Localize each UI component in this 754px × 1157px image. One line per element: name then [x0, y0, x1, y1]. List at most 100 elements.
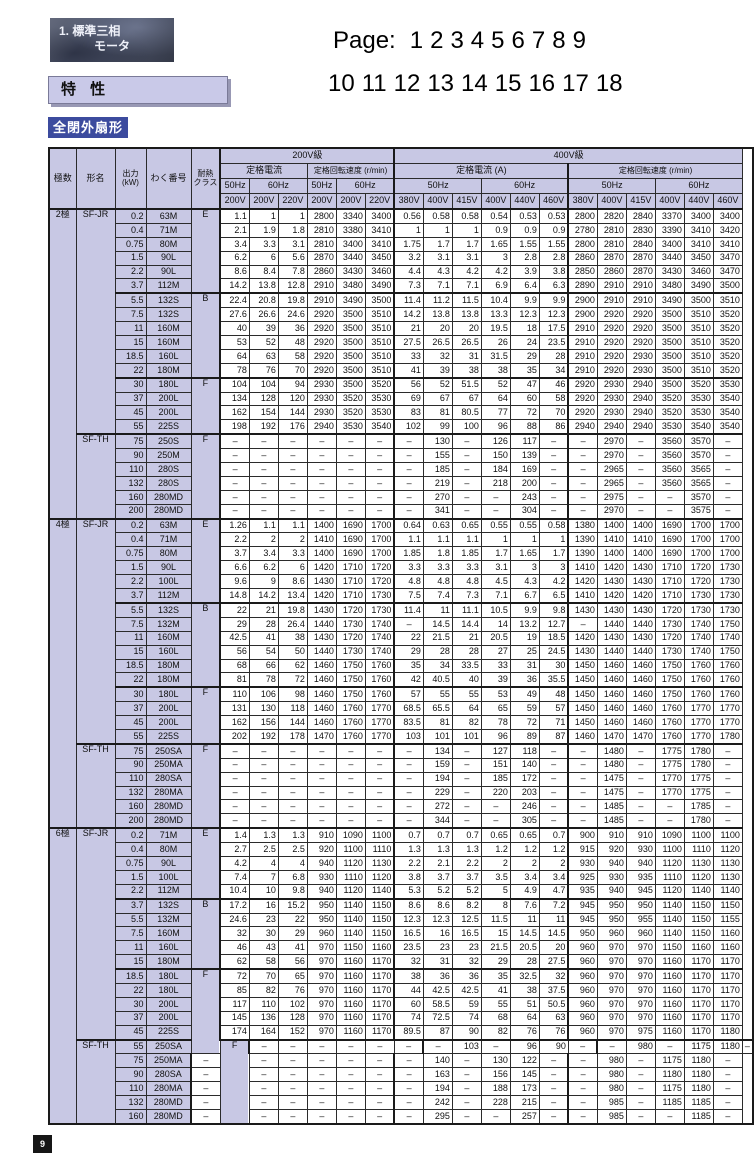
value-cell: 3530 — [712, 376, 743, 393]
header-cell: 200V級 — [219, 147, 395, 164]
output-cell: 3.7 — [114, 588, 147, 604]
page-link[interactable]: 9 — [572, 27, 586, 54]
value-cell: – — [248, 1108, 279, 1125]
value-cell: – — [364, 771, 395, 787]
page-link[interactable]: 2 — [430, 27, 444, 54]
page-link[interactable]: 3 — [450, 27, 464, 54]
value-cell: 10 — [248, 883, 279, 900]
value-cell: 1485 — [596, 799, 627, 815]
value-cell: – — [567, 503, 598, 520]
value-cell: – — [567, 475, 598, 491]
header-cell: 形名 — [75, 147, 116, 210]
value-cell: 1770 — [683, 728, 714, 745]
page-link[interactable]: 18 — [595, 70, 623, 97]
output-cell: 5.5 — [114, 912, 147, 928]
value-cell: 3500 — [335, 307, 366, 323]
value-cell: 16 — [422, 926, 453, 942]
value-cell: 3480 — [654, 278, 685, 294]
value-cell: 3.3 — [393, 560, 424, 576]
output-cell: 0.4 — [114, 222, 147, 238]
value-cell: 2920 — [567, 405, 598, 421]
value-cell: – — [364, 1053, 395, 1069]
page-link[interactable]: 1 — [409, 27, 424, 54]
value-cell: 1480 — [596, 742, 627, 759]
header-cell: 220V — [277, 193, 308, 210]
value-cell: – — [393, 489, 424, 505]
header-cell: 400V級 — [393, 147, 743, 164]
value-cell: – — [219, 433, 250, 450]
output-cell: 11 — [114, 630, 147, 646]
value-cell: 1140 — [683, 883, 714, 900]
value-cell: – — [625, 448, 656, 464]
value-cell: 1740 — [364, 616, 395, 632]
page-link[interactable]: 7 — [531, 27, 546, 54]
output-cell: 7.5 — [114, 616, 147, 632]
page-link[interactable]: 5 — [491, 27, 505, 54]
value-cell: 1120 — [683, 869, 714, 885]
model-cell: SF-JR — [75, 207, 116, 435]
page-link[interactable]: 12 — [393, 70, 421, 97]
value-cell: – — [277, 1053, 308, 1069]
page-link[interactable]: 4 — [470, 27, 485, 54]
value-cell: 34 — [538, 362, 569, 379]
value-cell: 935 — [567, 883, 598, 900]
value-cell: 58 — [538, 391, 569, 407]
value-cell: 21 — [451, 630, 482, 646]
table-row: 3.7 112M 14.2 13.8 12.8 2910 3480 3490 7.3 7.1 7.1… — [49, 278, 753, 294]
table-row: 18.5 160L 64 63 58 2920 3500 3510 33 32 31 31.5 29 28… — [49, 348, 753, 364]
value-cell: – — [625, 475, 656, 491]
value-cell: – — [335, 757, 366, 773]
value-cell: 126 — [480, 433, 511, 450]
page-link[interactable]: 16 — [528, 70, 556, 97]
value-cell: 11 — [509, 912, 540, 928]
page-link[interactable]: 15 — [494, 70, 522, 97]
value-cell: 1 — [509, 532, 540, 548]
page-link[interactable]: 11 — [361, 70, 387, 97]
value-cell: 3410 — [364, 222, 395, 238]
value-cell: 1730 — [335, 616, 366, 632]
page-link[interactable]: 6 — [511, 27, 525, 54]
page-link[interactable]: 8 — [552, 27, 566, 54]
page-link[interactable]: 13 — [427, 70, 455, 97]
value-cell: 950 — [625, 897, 656, 914]
value-cell: 57 — [538, 701, 569, 717]
value-cell: 32 — [451, 954, 482, 970]
value-cell: 1110 — [364, 842, 395, 857]
value-cell: 12.8 — [277, 278, 308, 294]
value-cell: 1485 — [596, 813, 627, 829]
value-cell: 219 — [422, 475, 453, 491]
output-cell: 200 — [114, 503, 147, 520]
value-cell: – — [654, 503, 685, 520]
value-cell: 2910 — [306, 292, 337, 309]
value-cell: 1740 — [683, 644, 714, 660]
value-cell: 7 — [248, 869, 279, 885]
frame-cell: 71M — [145, 532, 192, 548]
output-cell: 132 — [114, 475, 147, 491]
header-cell: 400V — [480, 193, 511, 210]
value-cell: 3 — [480, 250, 511, 266]
value-cell: 950 — [596, 897, 627, 914]
value-cell: 2890 — [567, 278, 598, 294]
value-cell: 1760 — [654, 715, 685, 730]
value-cell: 53 — [219, 335, 250, 350]
value-cell: 2.2 — [451, 855, 482, 871]
page-link[interactable]: 10 — [328, 70, 355, 97]
value-cell: 64 — [480, 391, 511, 407]
value-cell: 2930 — [306, 376, 337, 393]
value-cell: 1185 — [654, 1095, 685, 1110]
table-row: 11 160L 46 43 41 970 1150 1160 23.5 23 23 21.5 20.5 2… — [49, 940, 753, 956]
value-cell: 5.6 — [277, 250, 308, 266]
value-cell: 6 — [248, 250, 279, 266]
page-link[interactable]: 14 — [461, 70, 488, 97]
frame-cell: 250SA — [145, 742, 192, 759]
value-cell: 63 — [538, 1010, 569, 1026]
output-cell: 15 — [114, 335, 147, 350]
value-cell: 2930 — [596, 376, 627, 393]
value-cell: 1100 — [712, 827, 743, 844]
page-link[interactable]: 17 — [562, 70, 589, 97]
value-cell: – — [248, 1081, 279, 1097]
value-cell: 1170 — [712, 954, 743, 970]
value-cell: – — [248, 771, 279, 787]
value-cell: 29 — [509, 348, 540, 364]
value-cell: 145 — [219, 1010, 250, 1026]
